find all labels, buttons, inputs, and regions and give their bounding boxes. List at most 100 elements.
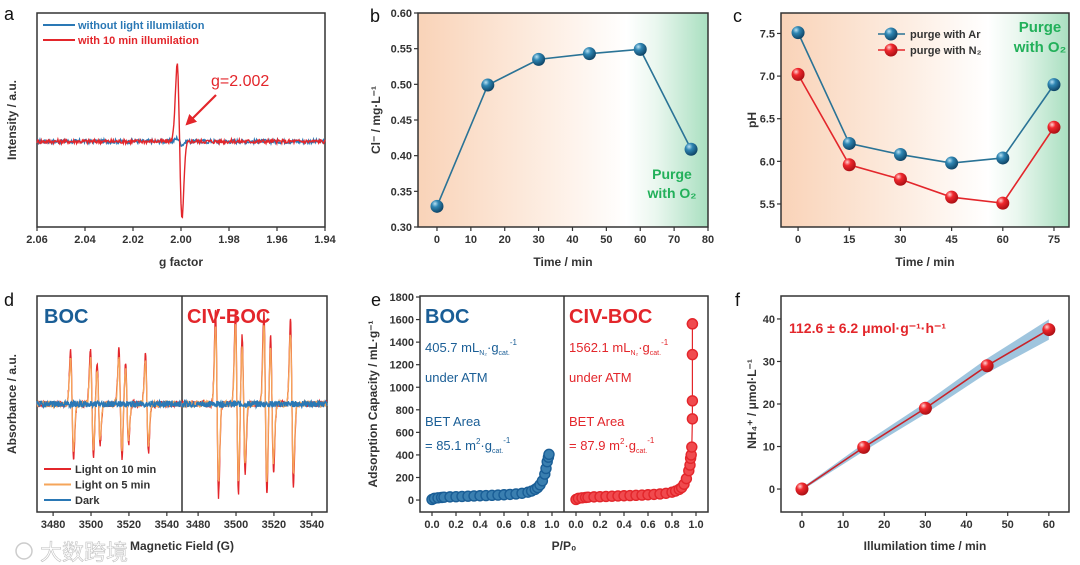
data-point	[532, 52, 546, 66]
bet-value: = 85.1 m2·gcat.-1	[425, 436, 511, 455]
data-point	[842, 158, 856, 172]
x-tick-label: 0.4	[472, 519, 488, 531]
legend-label: Light on 5 min	[75, 480, 150, 492]
data-point	[582, 47, 596, 61]
y-axis-label: Adsorption Capacity / mL·g⁻¹	[366, 320, 380, 487]
rate-annotation: 112.6 ± 6.2 μmol·g⁻¹·h⁻¹	[789, 320, 946, 336]
unit-superscript: -1	[661, 338, 669, 347]
legend-label: with 10 min illumilation	[77, 35, 199, 47]
unit-part: ·g	[638, 340, 650, 355]
panel-b-plot-area	[417, 12, 709, 228]
unit-subscript: cat.	[492, 448, 503, 455]
unit-subscript: cat.	[636, 448, 647, 455]
legend-label: purge with N₂	[910, 45, 982, 57]
x-tick-label: 0.4	[616, 519, 632, 531]
bet-value: = 87.9 m2·gcat.-1	[569, 436, 655, 455]
data-point	[686, 413, 699, 425]
x-tick-label: 60	[634, 234, 646, 246]
x-tick-label: 0.8	[664, 519, 679, 531]
unit-part: ·g	[480, 438, 492, 453]
y-tick-label: 1000	[390, 382, 414, 394]
data-point	[996, 151, 1010, 165]
data-point	[1042, 323, 1056, 337]
y-tick-label: 1400	[390, 337, 414, 349]
x-axis-label: P/P₀	[552, 539, 577, 553]
data-point	[980, 359, 994, 373]
data-point	[893, 172, 907, 186]
series-line	[797, 73, 1055, 204]
x-tick-label: 3520	[262, 519, 286, 531]
y-tick-label: 0.40	[391, 151, 412, 163]
y-tick-label: 0.30	[391, 222, 412, 234]
x-tick-label: 10	[465, 234, 477, 246]
data-point	[686, 348, 699, 361]
y-axis-label: Cl⁻ / mg·L⁻¹	[369, 86, 383, 154]
panel-label-f: f	[735, 290, 741, 310]
x-tick-label: 10	[837, 519, 849, 531]
x-tick-label: 0.6	[496, 519, 511, 531]
y-tick-label: 0.35	[391, 186, 412, 198]
y-tick-label: 800	[396, 405, 414, 417]
data-point	[686, 441, 698, 453]
unit-part: ·g	[624, 438, 636, 453]
data-point	[430, 199, 444, 213]
x-tick-label: 30	[532, 234, 544, 246]
x-tick-label: 0	[799, 519, 805, 531]
legend-marker	[884, 27, 898, 41]
unit-superscript: -1	[503, 436, 511, 445]
y-axis-label: Intensity / a.u.	[5, 80, 19, 160]
purge-annotation: Purge	[1019, 19, 1062, 36]
unit-superscript: -1	[647, 436, 655, 445]
y-tick-label: 7.0	[760, 71, 775, 83]
purge-annotation: Purge	[652, 166, 692, 182]
panel-label-d: d	[4, 290, 14, 310]
x-tick-label: 1.96	[266, 234, 287, 246]
unit-part: ·g	[487, 340, 499, 355]
y-tick-label: 6.5	[760, 114, 775, 126]
subpanel-title: BOC	[425, 306, 469, 328]
x-tick-label: 3480	[186, 519, 210, 531]
legend-label: without light illumilation	[77, 20, 205, 32]
condition-text: under ATM	[425, 370, 488, 385]
data-point	[481, 78, 495, 92]
data-point	[543, 448, 555, 461]
x-tick-label: 0.0	[568, 519, 583, 531]
x-tick-label: 3500	[79, 519, 103, 531]
y-tick-label: 20	[763, 399, 775, 411]
subpanel-title: BOC	[44, 306, 88, 328]
x-tick-label: 0	[795, 234, 801, 246]
legend-label: Light on 10 min	[75, 464, 157, 476]
x-tick-label: 1.0	[688, 519, 703, 531]
x-tick-label: 1.0	[544, 519, 559, 531]
bet-label: BET Area	[569, 414, 625, 429]
y-tick-label: 600	[396, 427, 414, 439]
x-tick-label: 0.2	[448, 519, 463, 531]
data-point	[842, 136, 856, 150]
y-axis-label: pH	[745, 112, 759, 128]
data-point	[633, 42, 647, 56]
y-tick-label: 200	[396, 472, 414, 484]
x-axis-label: Time / min	[895, 255, 954, 269]
data-point	[1047, 78, 1061, 92]
y-tick-label: 0.60	[391, 8, 412, 20]
y-axis-label: Absorbance / a.u.	[5, 354, 19, 454]
data-point	[945, 190, 959, 204]
x-tick-label: 70	[668, 234, 680, 246]
y-axis-label: NH₄⁺ / μmol·L⁻¹	[745, 359, 759, 449]
x-tick-label: 3500	[224, 519, 248, 531]
x-tick-label: 30	[894, 234, 906, 246]
data-point	[791, 67, 805, 81]
x-tick-label: 2.04	[74, 234, 96, 246]
x-tick-label: 0.0	[424, 519, 439, 531]
legend-marker	[884, 43, 898, 57]
data-point	[996, 196, 1010, 210]
x-tick-label: 1.98	[218, 234, 239, 246]
y-tick-label: 0	[408, 495, 414, 507]
purge-annotation: with O₂	[647, 185, 697, 201]
epr-trace	[36, 398, 183, 410]
subpanel-title: CIV-BOC	[569, 306, 652, 328]
legend-label: purge with Ar	[910, 29, 981, 41]
x-tick-label: 30	[919, 519, 931, 531]
panel-label-c: c	[733, 6, 742, 26]
capacity-text: 405.7 mLN₂·gcat.-1	[425, 338, 518, 357]
